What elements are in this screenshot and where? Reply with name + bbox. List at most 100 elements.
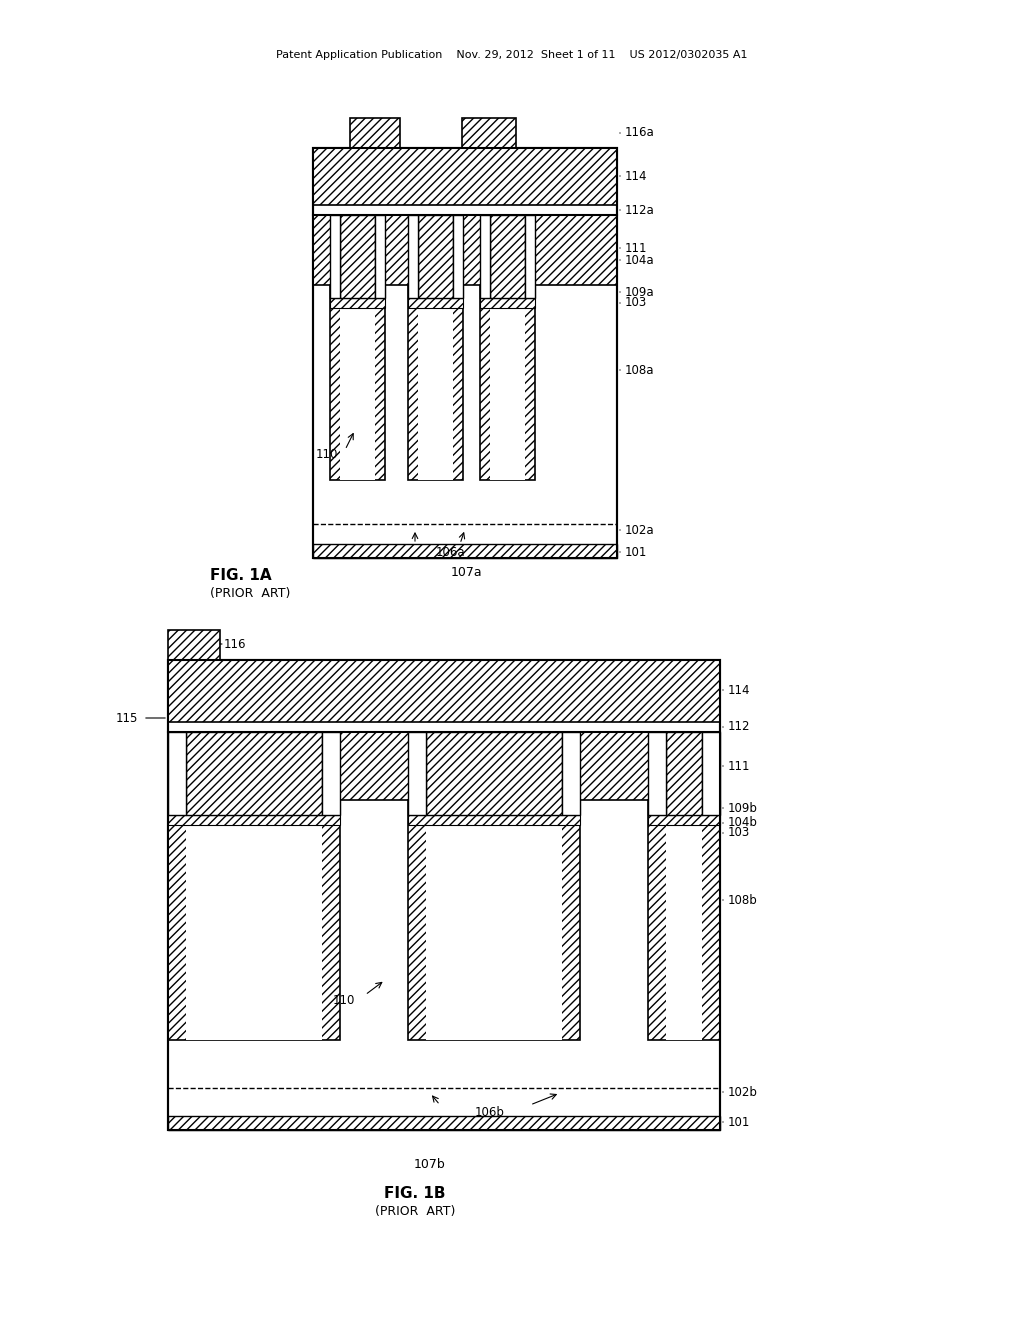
Bar (666, 733, 702, 814)
Bar (453, 215, 463, 298)
Bar (408, 298, 463, 308)
Bar (186, 800, 322, 825)
Text: 114: 114 (728, 684, 751, 697)
Text: 102a: 102a (625, 524, 654, 536)
Bar (322, 733, 340, 814)
Bar (186, 825, 322, 1040)
Text: FIG. 1A: FIG. 1A (210, 568, 271, 582)
Bar (648, 814, 720, 825)
Text: 112: 112 (728, 721, 751, 734)
Bar (340, 308, 375, 480)
Text: 101: 101 (625, 545, 647, 558)
Bar (313, 215, 617, 285)
Bar (408, 733, 426, 814)
Bar (186, 733, 322, 814)
Bar (168, 814, 340, 825)
Text: (PRIOR  ART): (PRIOR ART) (375, 1205, 456, 1218)
Bar (375, 215, 385, 298)
Bar (350, 117, 400, 148)
Text: (PRIOR  ART): (PRIOR ART) (210, 586, 291, 599)
Bar (666, 733, 702, 814)
Bar (408, 285, 463, 298)
Bar (340, 215, 375, 298)
Bar (168, 660, 720, 722)
Bar (168, 733, 340, 814)
Bar (330, 215, 340, 298)
Bar (408, 215, 418, 298)
Bar (330, 285, 385, 480)
Bar (418, 215, 453, 298)
Bar (462, 117, 516, 148)
Bar (168, 733, 186, 814)
Text: 107b: 107b (414, 1159, 445, 1172)
Bar (426, 733, 562, 814)
Bar (408, 800, 580, 1040)
Bar (490, 215, 525, 298)
Text: FIG. 1B: FIG. 1B (384, 1185, 445, 1200)
Bar (702, 733, 720, 814)
Bar (330, 285, 385, 298)
Bar (666, 825, 702, 1040)
Bar (340, 215, 375, 298)
Bar (408, 215, 463, 285)
Text: 102b: 102b (728, 1085, 758, 1098)
Bar (168, 630, 220, 660)
Bar (408, 285, 463, 480)
Bar (186, 733, 322, 814)
Bar (408, 733, 580, 814)
Bar (480, 285, 535, 298)
Bar (313, 148, 617, 558)
Bar (340, 285, 375, 308)
Bar (408, 814, 580, 825)
Text: 103: 103 (728, 826, 751, 840)
Bar (418, 308, 453, 480)
Text: 110: 110 (315, 449, 338, 462)
Bar (648, 733, 720, 814)
Bar (408, 800, 580, 814)
Text: 104b: 104b (728, 817, 758, 829)
Text: 114: 114 (625, 169, 647, 182)
Bar (480, 298, 535, 308)
Bar (168, 1115, 720, 1130)
Bar (562, 733, 580, 814)
Bar (490, 215, 525, 298)
Text: 104a: 104a (625, 253, 654, 267)
Bar (426, 733, 562, 814)
Text: 108b: 108b (728, 894, 758, 907)
Text: 107a: 107a (451, 565, 482, 578)
Bar (490, 285, 525, 308)
Bar (426, 825, 562, 1040)
Text: 111: 111 (625, 242, 647, 255)
Bar (330, 298, 385, 308)
Bar (666, 800, 702, 825)
Bar (418, 285, 453, 308)
Text: Patent Application Publication    Nov. 29, 2012  Sheet 1 of 11    US 2012/030203: Patent Application Publication Nov. 29, … (276, 50, 748, 59)
Text: 116a: 116a (625, 127, 654, 140)
Text: 109a: 109a (625, 285, 654, 298)
Text: 111: 111 (728, 759, 751, 772)
Text: 109b: 109b (728, 801, 758, 814)
Bar (480, 285, 535, 480)
Text: 106a: 106a (435, 545, 465, 558)
Text: 106b: 106b (475, 1106, 505, 1119)
Text: 101: 101 (728, 1115, 751, 1129)
Bar (480, 215, 535, 285)
Text: 115: 115 (116, 711, 138, 725)
Bar (648, 733, 666, 814)
Bar (313, 544, 617, 558)
Text: 116: 116 (224, 638, 247, 651)
Bar (648, 800, 720, 1040)
Text: 112a: 112a (625, 203, 654, 216)
Bar (168, 733, 720, 800)
Text: 110: 110 (333, 994, 355, 1006)
Bar (490, 308, 525, 480)
Bar (168, 660, 720, 1130)
Bar (330, 215, 385, 285)
Bar (168, 800, 340, 1040)
Text: 108a: 108a (625, 363, 654, 376)
Bar (313, 148, 617, 205)
Bar (313, 148, 617, 558)
Bar (525, 215, 535, 298)
Bar (168, 660, 720, 1130)
Text: 103: 103 (625, 297, 647, 309)
